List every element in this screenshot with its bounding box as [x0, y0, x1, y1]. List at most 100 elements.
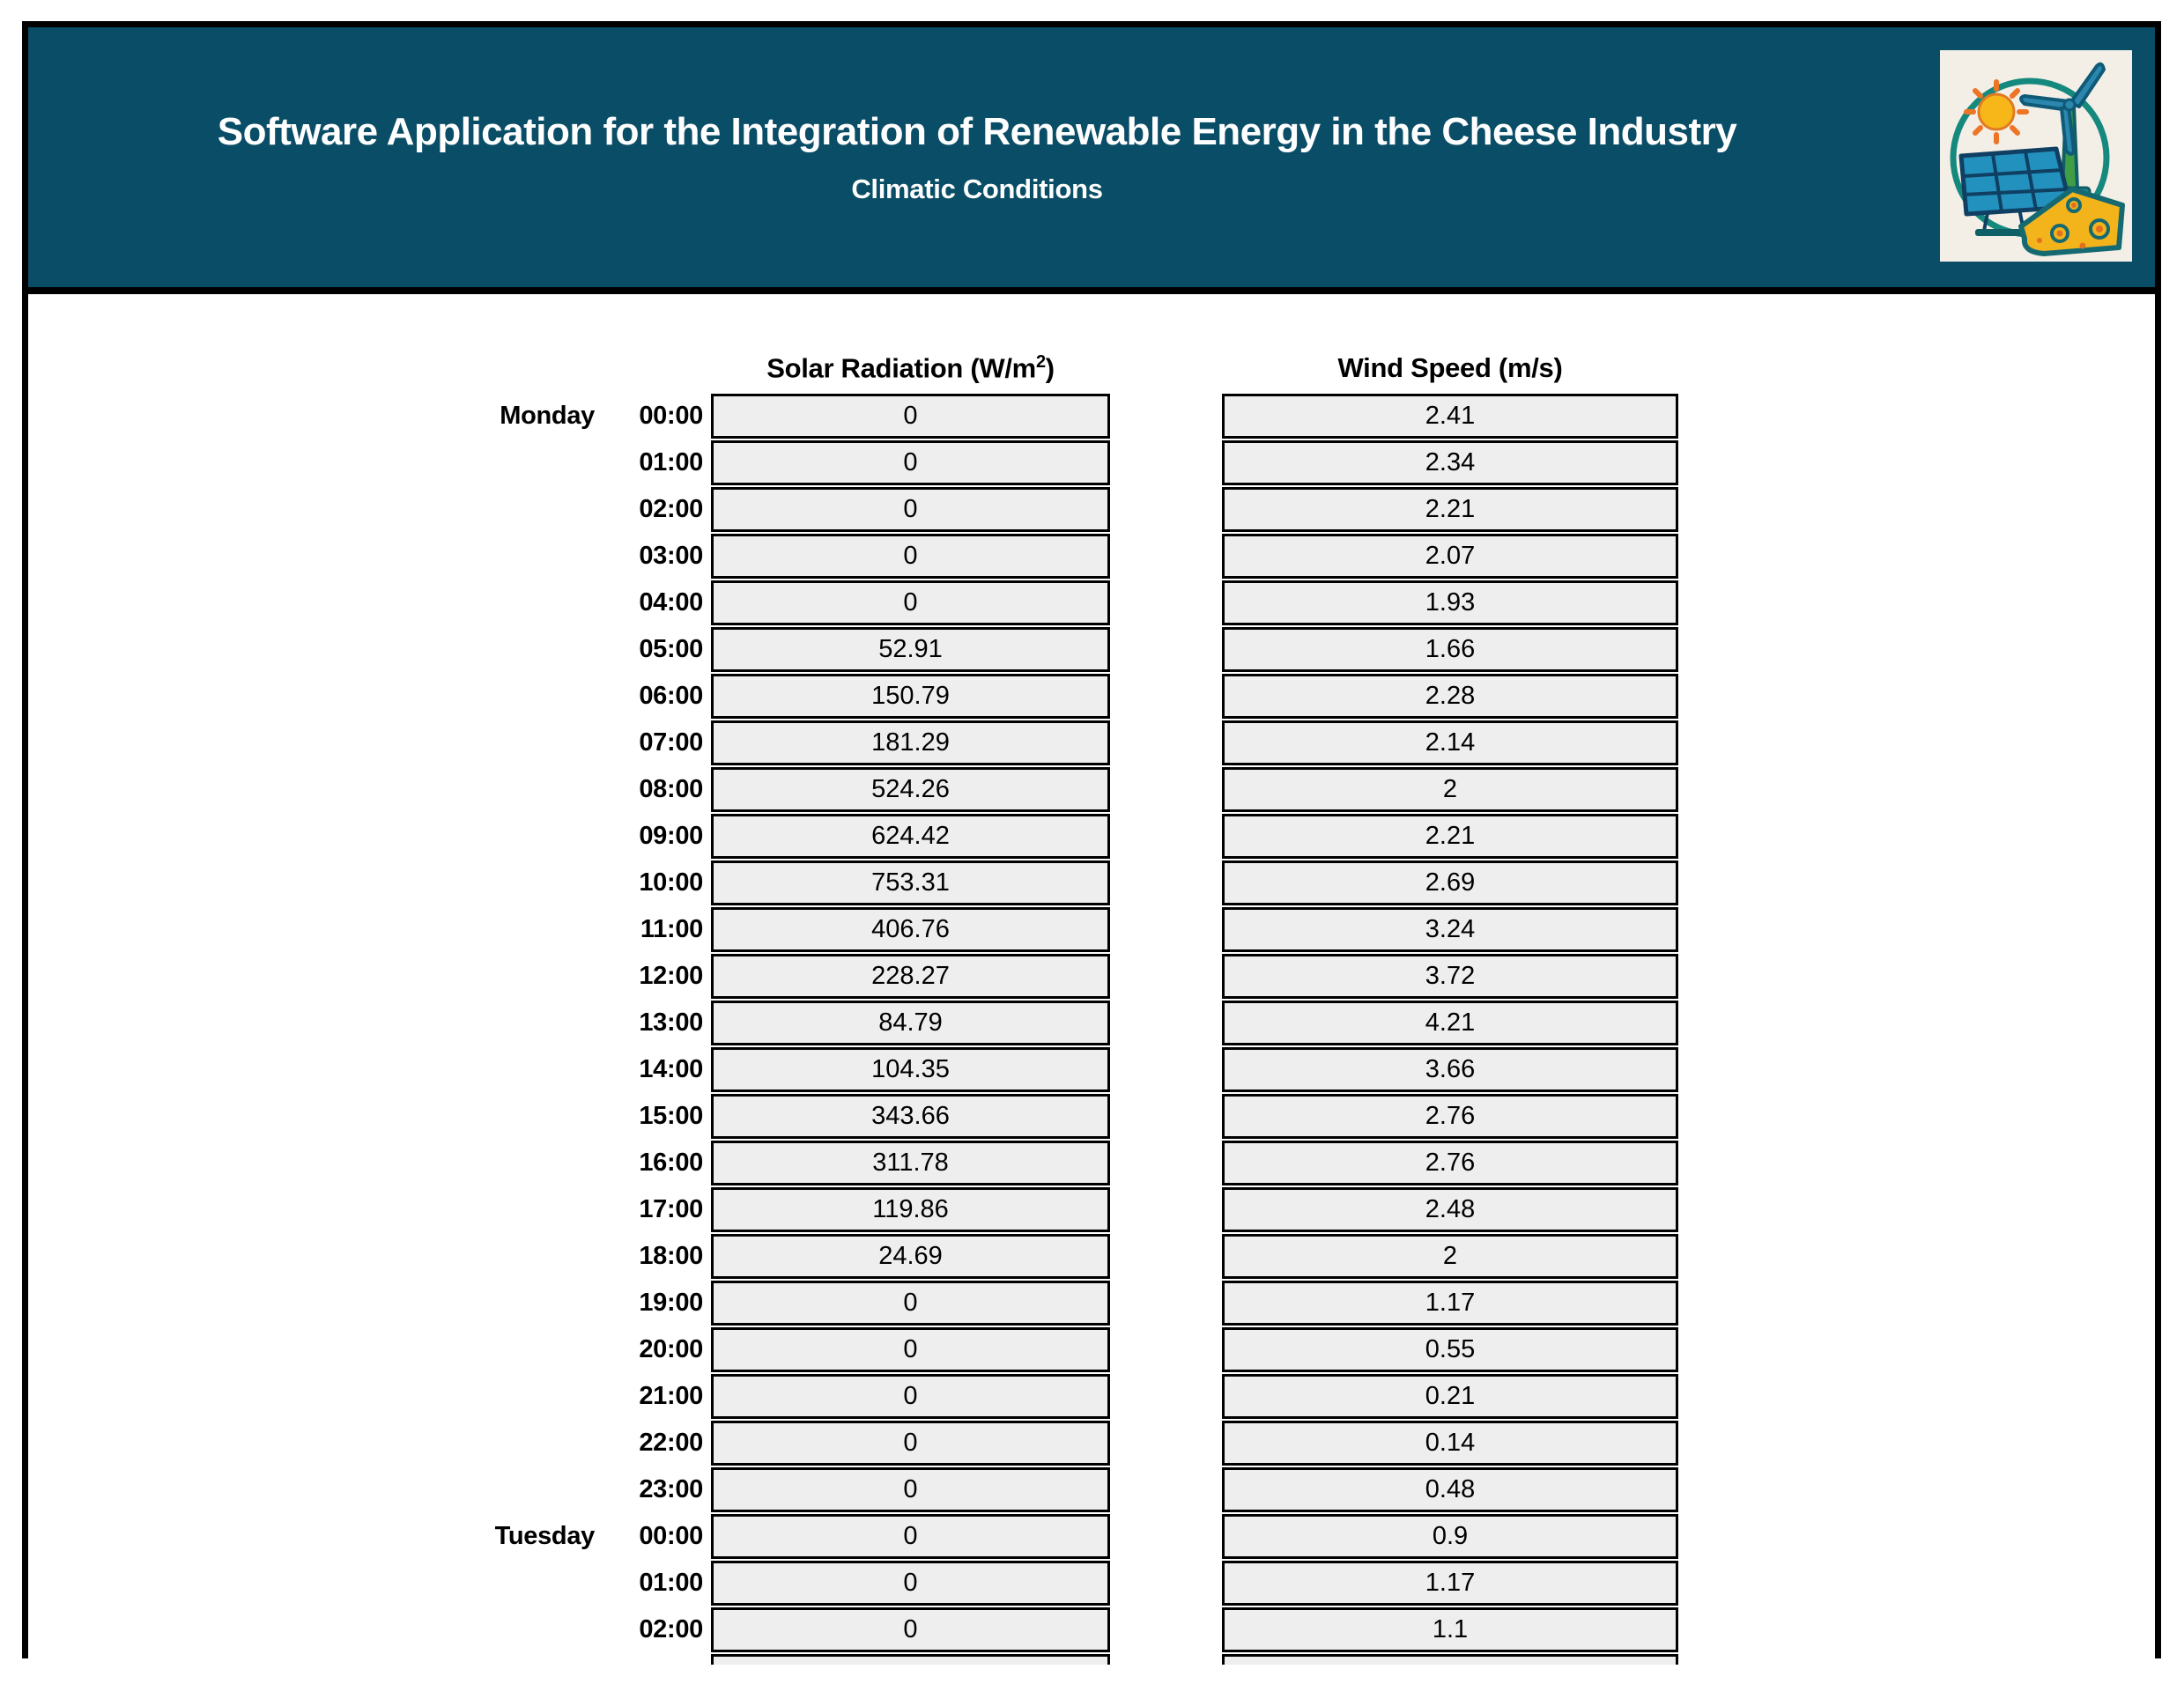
wind-value-cell[interactable]: 3.66: [1222, 1047, 1678, 1092]
time-label: 16:00: [639, 1149, 703, 1177]
solar-value-cell[interactable]: 0: [711, 1374, 1110, 1419]
solar-value-cell[interactable]: 0: [711, 1607, 1110, 1652]
solar-value-cell[interactable]: 343.66: [711, 1094, 1110, 1139]
wind-value-cell[interactable]: 0.55: [1222, 1327, 1678, 1372]
table-row: 08:00 524.26 2: [477, 767, 1678, 812]
solar-value-cell[interactable]: 119.86: [711, 1187, 1110, 1232]
column-gap: [1110, 1467, 1222, 1512]
day-label: [477, 1094, 595, 1139]
solar-value-cell[interactable]: 84.79: [711, 1001, 1110, 1045]
solar-value-cell[interactable]: 311.78: [711, 1141, 1110, 1185]
time-label: 13:00: [639, 1008, 703, 1037]
wind-value-cell[interactable]: 1.93: [1222, 580, 1678, 625]
wind-value-cell[interactable]: 2.48: [1222, 1187, 1678, 1232]
wind-value-cell[interactable]: 2.21: [1222, 487, 1678, 532]
solar-value-cell[interactable]: 0: [711, 1281, 1110, 1326]
column-gap: [1110, 1327, 1222, 1372]
wind-value-cell[interactable]: 0.48: [1222, 1467, 1678, 1512]
time-label: 05:00: [639, 635, 703, 663]
app-logo: [1940, 50, 2132, 262]
wind-value-cell[interactable]: 3.24: [1222, 907, 1678, 952]
column-gap: [1110, 907, 1222, 952]
column-gap: [1110, 1514, 1222, 1559]
solar-value-cell[interactable]: 0: [711, 1421, 1110, 1466]
column-gap: [1110, 814, 1222, 859]
solar-value-cell[interactable]: 0: [711, 1514, 1110, 1559]
column-gap: [1110, 1607, 1222, 1652]
wind-value-cell[interactable]: 2.76: [1222, 1094, 1678, 1139]
wind-value-cell[interactable]: [1222, 1654, 1678, 1665]
wind-value-cell[interactable]: 1.17: [1222, 1561, 1678, 1606]
time-label: 12:00: [639, 962, 703, 990]
day-label: [477, 487, 595, 532]
column-gap: [1110, 767, 1222, 812]
column-gap: [1110, 1234, 1222, 1279]
page-title: Software Application for the Integration…: [217, 109, 1737, 153]
solar-value-cell[interactable]: 0: [711, 534, 1110, 579]
wind-value-cell[interactable]: 2.28: [1222, 674, 1678, 719]
wind-value-cell[interactable]: 1.17: [1222, 1281, 1678, 1326]
wind-value-cell[interactable]: 0.21: [1222, 1374, 1678, 1419]
solar-value-cell[interactable]: 406.76: [711, 907, 1110, 952]
column-gap: [1110, 534, 1222, 579]
wind-value-cell[interactable]: 2.76: [1222, 1141, 1678, 1185]
wind-value-cell[interactable]: 2: [1222, 1234, 1678, 1279]
wind-value-cell[interactable]: 2.41: [1222, 394, 1678, 439]
solar-value-cell[interactable]: 0: [711, 440, 1110, 485]
time-label: 00:00: [639, 402, 703, 430]
solar-value-cell[interactable]: 624.42: [711, 814, 1110, 859]
time-label: 22:00: [639, 1429, 703, 1457]
solar-value-cell[interactable]: 228.27: [711, 954, 1110, 999]
day-label: [477, 954, 595, 999]
wind-value-cell[interactable]: 2.34: [1222, 440, 1678, 485]
solar-value-cell[interactable]: 52.91: [711, 627, 1110, 672]
solar-value-cell[interactable]: 0: [711, 1561, 1110, 1606]
column-gap: [1110, 1094, 1222, 1139]
solar-value-cell[interactable]: 0: [711, 1327, 1110, 1372]
solar-value-cell[interactable]: 753.31: [711, 860, 1110, 905]
time-label: 09:00: [639, 822, 703, 850]
wind-value-cell[interactable]: 2.14: [1222, 720, 1678, 765]
wind-value-cell[interactable]: 1.1: [1222, 1607, 1678, 1652]
solar-radiation-column-header: Solar Radiation (W/m2): [711, 352, 1110, 384]
column-gap: [1110, 954, 1222, 999]
day-label: [477, 907, 595, 952]
solar-value-cell[interactable]: [711, 1654, 1110, 1665]
solar-value-cell[interactable]: 104.35: [711, 1047, 1110, 1092]
solar-value-cell[interactable]: 0: [711, 394, 1110, 439]
solar-value-cell[interactable]: 24.69: [711, 1234, 1110, 1279]
solar-value-cell[interactable]: 524.26: [711, 767, 1110, 812]
solar-header-superscript: 2: [1035, 352, 1046, 372]
day-label: [477, 627, 595, 672]
day-label: [477, 1187, 595, 1232]
table-row: 12:00 228.27 3.72: [477, 954, 1678, 999]
table-row: 01:00 0 2.34: [477, 440, 1678, 485]
wind-value-cell[interactable]: 0.9: [1222, 1514, 1678, 1559]
wind-value-cell[interactable]: 4.21: [1222, 1001, 1678, 1045]
solar-value-cell[interactable]: 0: [711, 1467, 1110, 1512]
wind-value-cell[interactable]: 2.21: [1222, 814, 1678, 859]
table-row: 07:00 181.29 2.14: [477, 720, 1678, 765]
wind-value-cell[interactable]: 3.72: [1222, 954, 1678, 999]
header-text-block: Software Application for the Integration…: [28, 27, 1926, 287]
column-gap: [1110, 720, 1222, 765]
wind-value-cell[interactable]: 2.07: [1222, 534, 1678, 579]
table-row: 04:00 0 1.93: [477, 580, 1678, 625]
solar-value-cell[interactable]: 0: [711, 487, 1110, 532]
wind-value-cell[interactable]: 0.14: [1222, 1421, 1678, 1466]
time-label: 10:00: [639, 868, 703, 897]
day-label: [477, 580, 595, 625]
wind-value-cell[interactable]: 2.69: [1222, 860, 1678, 905]
day-label: [477, 1421, 595, 1466]
time-label: 08:00: [639, 775, 703, 803]
time-label: 17:00: [639, 1195, 703, 1223]
solar-value-cell[interactable]: 0: [711, 580, 1110, 625]
wind-value-cell[interactable]: 1.66: [1222, 627, 1678, 672]
column-gap: [1110, 1001, 1222, 1045]
solar-value-cell[interactable]: 181.29: [711, 720, 1110, 765]
day-label: Monday: [500, 402, 595, 430]
wind-value-cell[interactable]: 2: [1222, 767, 1678, 812]
solar-value-cell[interactable]: 150.79: [711, 674, 1110, 719]
day-label: [477, 1654, 595, 1665]
